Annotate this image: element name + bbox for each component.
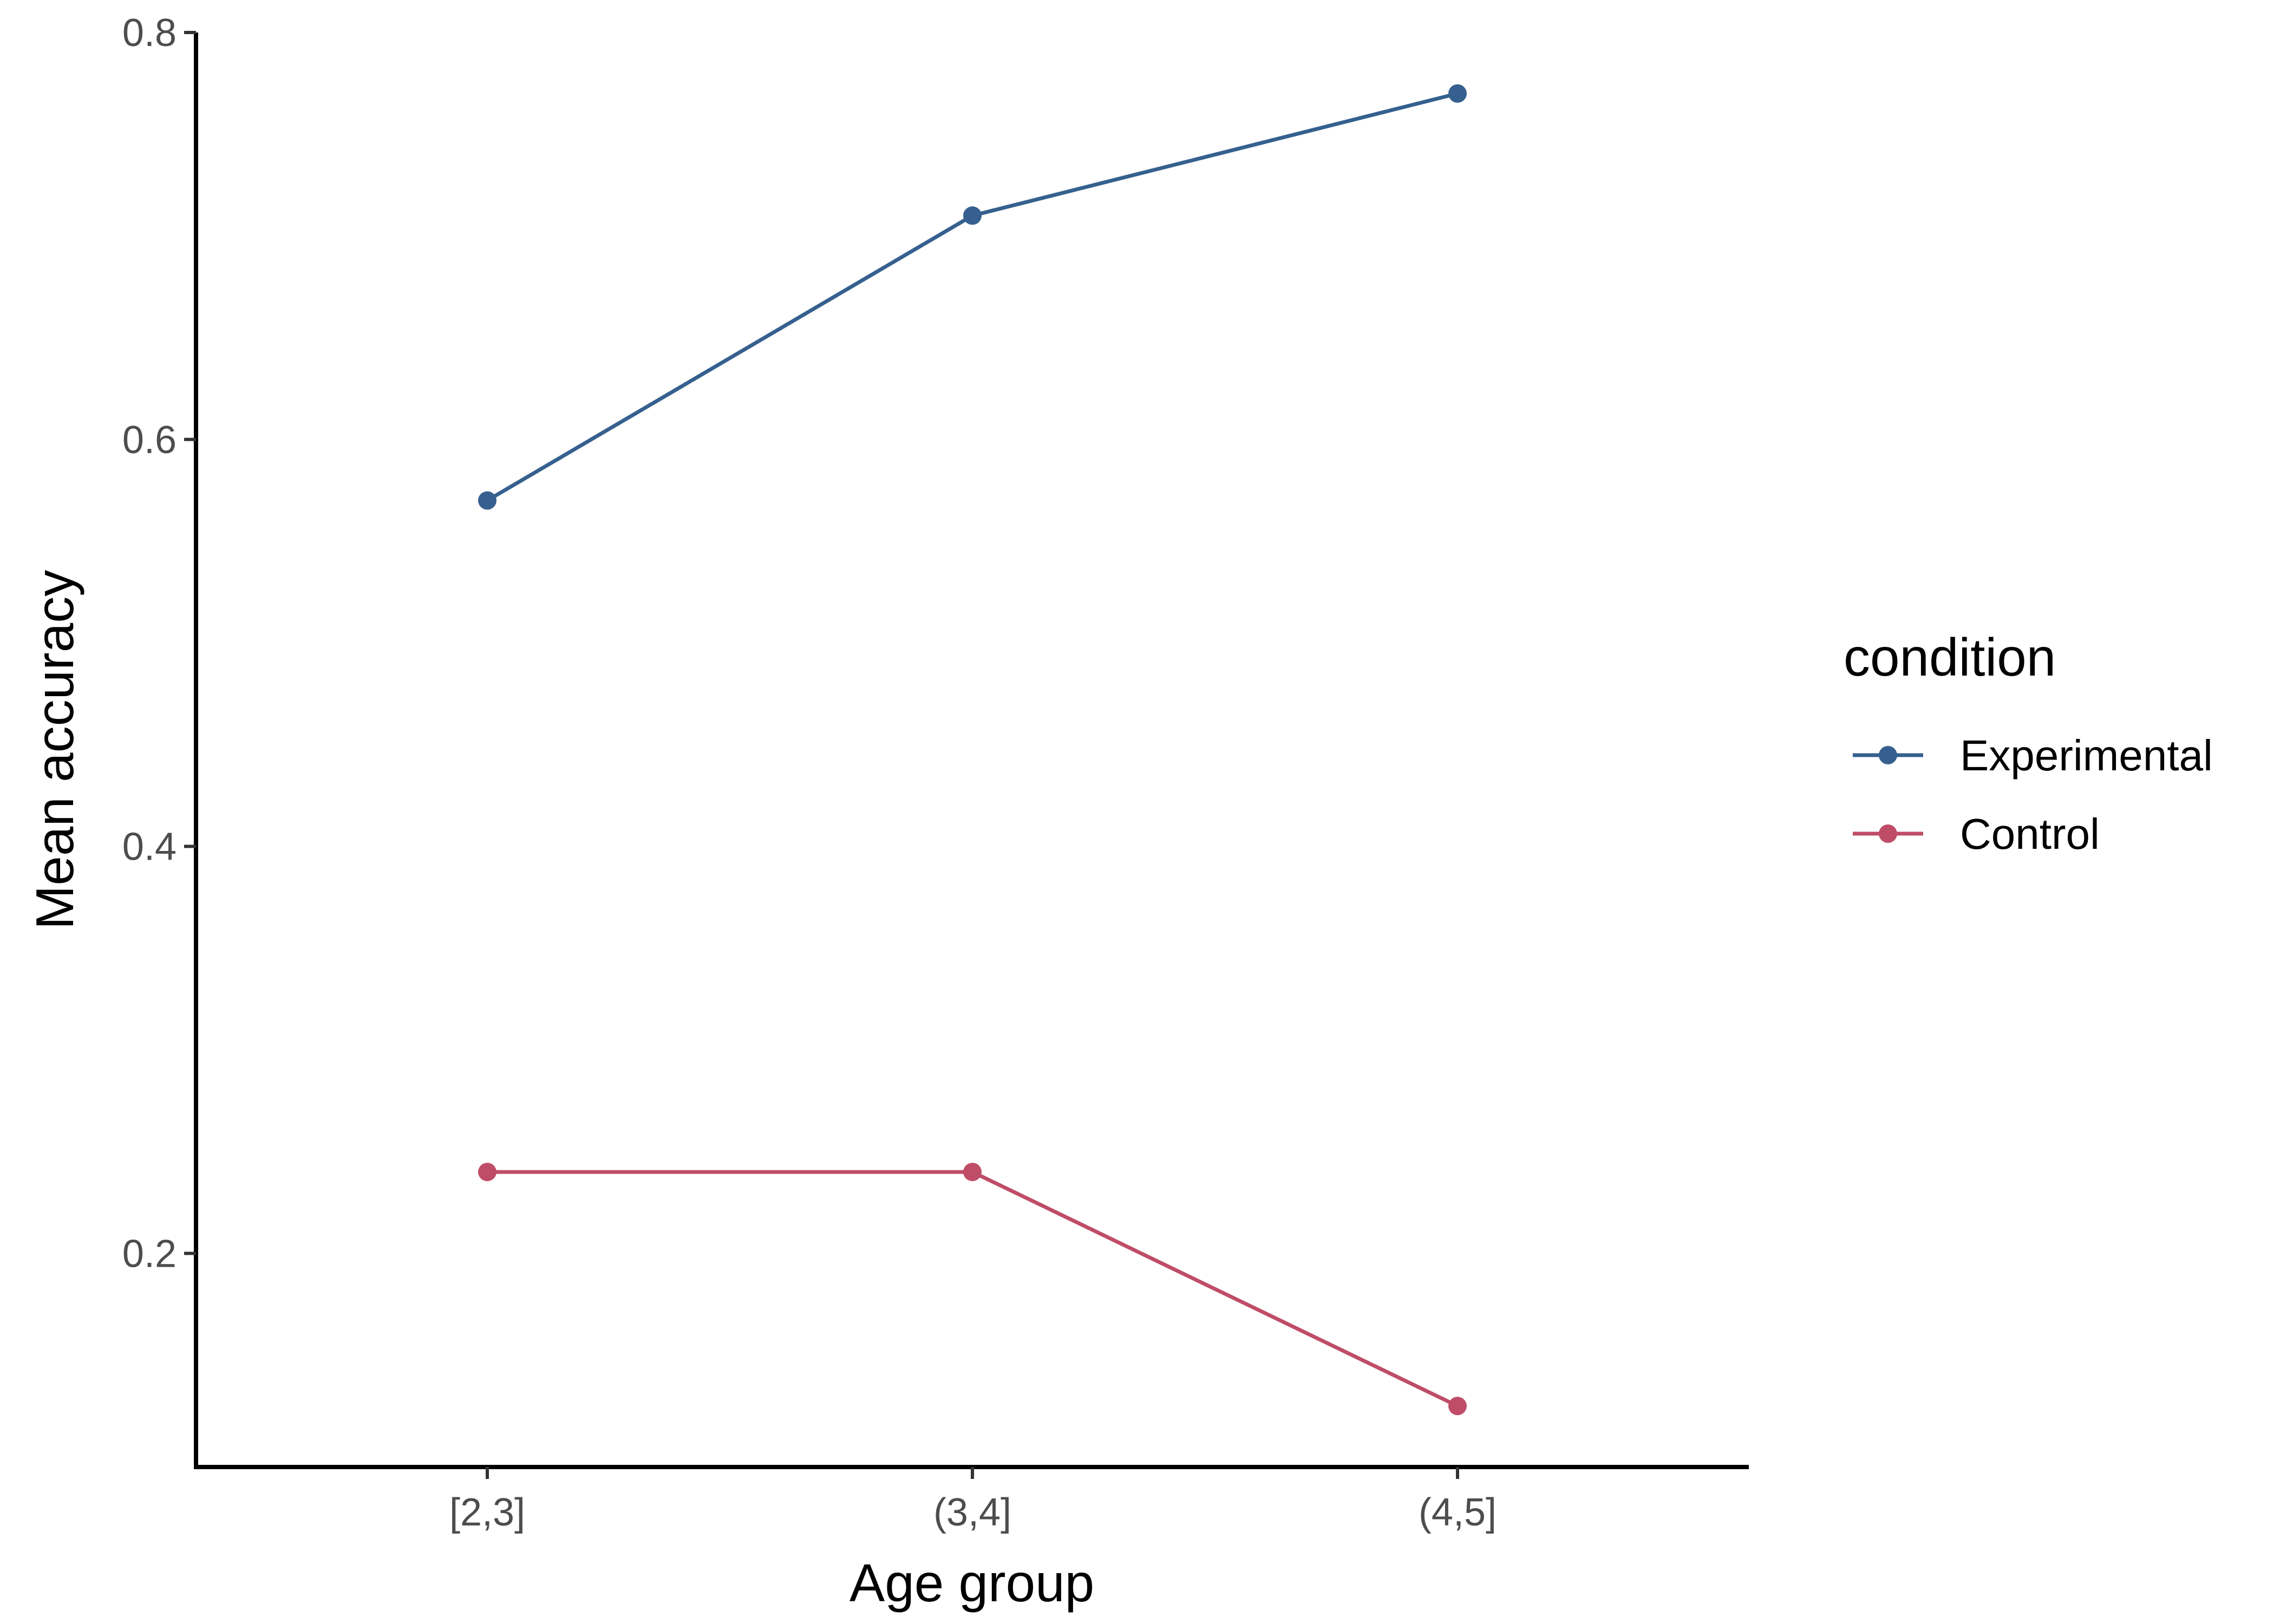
x-tick-label: (3,4] — [933, 1491, 1011, 1534]
data-point-experimental — [963, 206, 982, 225]
data-point-control — [963, 1162, 982, 1181]
legend-key-point — [1879, 746, 1897, 764]
y-ticks: 0.2 0.4 0.6 0.8 — [122, 11, 196, 1275]
y-tick-label: 0.8 — [122, 11, 177, 55]
series-line-control — [487, 1170, 1459, 1408]
data-point-experimental — [1448, 84, 1467, 103]
legend-title: condition — [1844, 627, 2056, 687]
y-axis-title: Mean accuracy — [25, 570, 84, 930]
legend-label: Experimental — [1960, 731, 2213, 780]
plot-area: 0.2 0.4 0.6 0.8 [2,3] (3,4] (4,5] — [122, 11, 1749, 1534]
data-point-control — [1448, 1397, 1467, 1416]
y-tick-label: 0.2 — [122, 1232, 177, 1275]
series-lines — [486, 91, 1459, 1408]
x-tick-label: (4,5] — [1419, 1491, 1497, 1534]
y-tick-label: 0.6 — [122, 418, 177, 462]
legend-label: Control — [1960, 810, 2100, 858]
data-point-control — [478, 1162, 496, 1181]
series-points — [478, 84, 1467, 1416]
legend-items: Experimental Control — [1853, 731, 2213, 858]
x-tick-label: [2,3] — [449, 1491, 525, 1534]
legend: condition Experimental Control — [1844, 627, 2213, 858]
x-axis-title: Age group — [850, 1553, 1094, 1613]
x-ticks: [2,3] (3,4] (4,5] — [449, 1467, 1497, 1534]
series-line-experimental — [486, 91, 1458, 502]
data-point-experimental — [478, 491, 496, 510]
legend-key-point — [1879, 824, 1897, 843]
y-tick-label: 0.4 — [122, 826, 177, 869]
